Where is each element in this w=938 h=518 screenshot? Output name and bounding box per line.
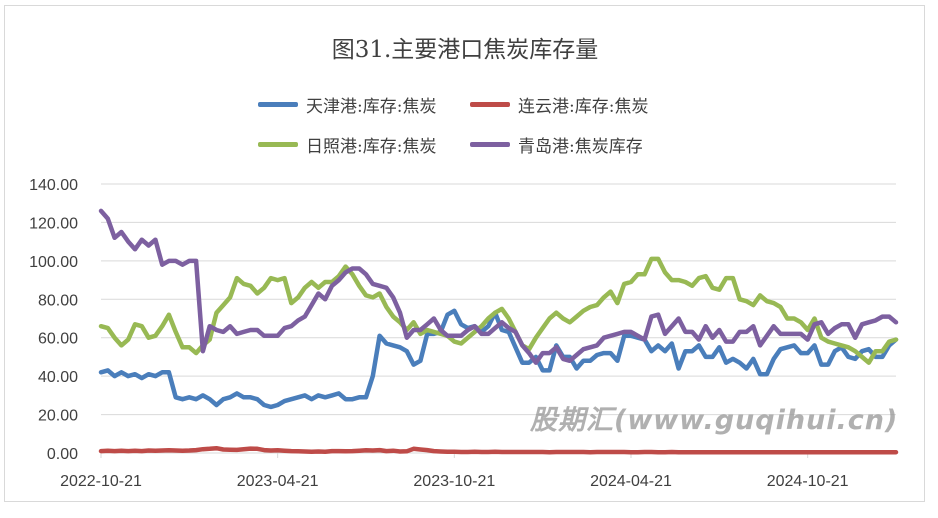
series-line-1: [98, 445, 899, 455]
legend-label: 日照港:库存:焦炭: [306, 137, 437, 157]
legend-label: 青岛港:焦炭库存: [518, 137, 643, 157]
legend-item-tianjin: 天津港:库存:焦炭: [258, 92, 436, 117]
x-tick-label: 2023-04-21: [237, 473, 319, 490]
y-tick-label: 100.00: [29, 254, 78, 271]
y-tick-label: 60.00: [38, 331, 78, 348]
watermark: 股期汇(www.guqihui.cn): [530, 405, 899, 436]
series-line-3: [98, 208, 899, 365]
legend-swatch: [470, 102, 510, 107]
x-tick-label: 2022-10-21: [60, 473, 142, 490]
x-tick-label: 2023-10-21: [413, 473, 495, 490]
y-tick-label: 0.00: [47, 446, 78, 463]
legend-swatch: [470, 142, 510, 147]
chart-title: 图31.主要港口焦炭库存量: [331, 37, 599, 63]
y-tick-label: 120.00: [29, 215, 78, 232]
y-tick-label: 20.00: [38, 408, 78, 425]
legend-label: 连云港:库存:焦炭: [518, 97, 649, 117]
chart-frame: [4, 5, 925, 502]
legend-swatch: [258, 142, 298, 147]
legend-item-rizhao: 日照港:库存:焦炭: [258, 132, 436, 157]
series-line-0: [98, 308, 899, 410]
series-line-2: [98, 256, 899, 365]
legend-swatch: [258, 102, 298, 107]
x-tick-label: 2024-04-21: [590, 473, 672, 490]
y-tick-label: 40.00: [38, 369, 78, 386]
x-tick-label: 2024-10-21: [767, 473, 849, 490]
y-tick-label: 80.00: [38, 292, 78, 309]
y-tick-label: 140.00: [29, 177, 78, 194]
legend-item-lianyungang: 连云港:库存:焦炭: [470, 92, 648, 117]
legend-label: 天津港:库存:焦炭: [306, 97, 437, 117]
legend-item-qingdao: 青岛港:焦炭库存: [470, 132, 643, 157]
